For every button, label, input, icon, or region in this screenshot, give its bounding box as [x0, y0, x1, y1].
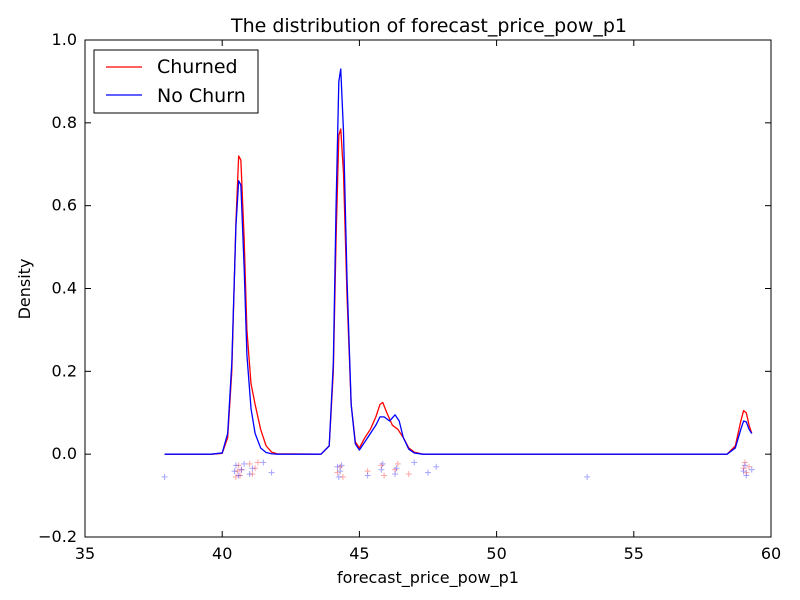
- y-tick-label: 0.8: [52, 113, 77, 132]
- rug-point-churned: [234, 468, 241, 475]
- rug-point-no-churn: [741, 462, 748, 469]
- curve-layer: [164, 68, 753, 455]
- rug-point-churned: [249, 471, 256, 478]
- rug-point-no-churn: [411, 459, 418, 466]
- rug-point-churned: [392, 466, 399, 473]
- rug-point-churned: [246, 460, 253, 467]
- rug-point-no-churn: [268, 469, 275, 476]
- rug-layer: [161, 459, 755, 480]
- rug-point-no-churn: [379, 460, 386, 467]
- rug-point-churned: [337, 463, 344, 470]
- y-tick-label: 0.6: [52, 196, 77, 215]
- x-tick-label: 55: [624, 544, 644, 563]
- legend-label-churned: Churned: [157, 56, 238, 78]
- plot-frame: [84, 39, 772, 538]
- rug-point-churned: [741, 459, 748, 466]
- legend: Churned No Churn: [93, 49, 259, 114]
- rug-point-no-churn: [161, 473, 168, 480]
- x-tick-label: 50: [486, 544, 506, 563]
- rug-point-churned: [232, 473, 239, 480]
- rug-point-no-churn: [393, 465, 400, 472]
- rug-point-churned: [238, 466, 245, 473]
- y-tick-label: 0.0: [52, 444, 77, 463]
- x-tick-label: 45: [349, 544, 369, 563]
- x-axis-label: forecast_price_pow_p1: [337, 568, 519, 588]
- rug-point-no-churn: [238, 466, 245, 473]
- x-tick-label: 40: [212, 544, 232, 563]
- y-axis-label: Density: [15, 259, 34, 320]
- rug-point-no-churn: [241, 460, 248, 467]
- rug-point-churned: [378, 462, 385, 469]
- y-tick-label: −0.2: [38, 527, 77, 546]
- legend-box: [93, 49, 259, 114]
- rug-point-churned: [740, 465, 747, 472]
- y-tick-label: 0.4: [52, 279, 77, 298]
- rug-point-churned: [364, 468, 371, 475]
- rug-point-churned: [394, 460, 401, 467]
- rug-point-no-churn: [337, 468, 344, 475]
- rug-point-no-churn: [260, 459, 267, 466]
- plot-background: [85, 40, 771, 537]
- rug-point-churned: [235, 462, 242, 469]
- rug-point-churned: [334, 469, 341, 476]
- rug-point-no-churn: [335, 473, 342, 480]
- rug-point-no-churn: [334, 463, 341, 470]
- plot-area: [85, 40, 771, 537]
- rug-point-no-churn: [338, 462, 345, 469]
- rug-point-no-churn: [584, 473, 591, 480]
- series-line-no-churn: [164, 68, 753, 455]
- rug-point-churned: [252, 465, 259, 472]
- y-tick-label: 0.2: [52, 361, 77, 380]
- legend-label-no-churn: No Churn: [157, 85, 246, 107]
- rug-point-no-churn: [748, 466, 755, 473]
- rug-point-no-churn: [364, 472, 371, 479]
- rug-point-no-churn: [246, 471, 253, 478]
- rug-point-no-churn: [740, 468, 747, 475]
- y-tick-label: 1.0: [52, 30, 77, 49]
- rug-point-churned: [254, 459, 261, 466]
- rug-point-no-churn: [232, 462, 239, 469]
- rug-point-no-churn: [235, 472, 242, 479]
- rug-point-churned: [405, 471, 412, 478]
- rug-point-churned: [381, 472, 388, 479]
- x-tick-label: 35: [75, 544, 95, 563]
- rug-point-churned: [339, 473, 346, 480]
- rug-point-no-churn: [231, 468, 238, 475]
- chart-title: The distribution of forecast_price_pow_p…: [230, 15, 627, 37]
- rug-point-churned: [743, 469, 750, 476]
- rug-point-no-churn: [249, 465, 256, 472]
- rug-point-no-churn: [743, 472, 750, 479]
- rug-point-no-churn: [392, 471, 399, 478]
- rug-point-no-churn: [378, 466, 385, 473]
- rug-point-no-churn: [433, 463, 440, 470]
- rug-point-no-churn: [425, 469, 431, 476]
- rug-point-churned: [746, 463, 753, 470]
- x-tick-label: 60: [761, 544, 781, 563]
- rug-point-churned: [237, 472, 244, 479]
